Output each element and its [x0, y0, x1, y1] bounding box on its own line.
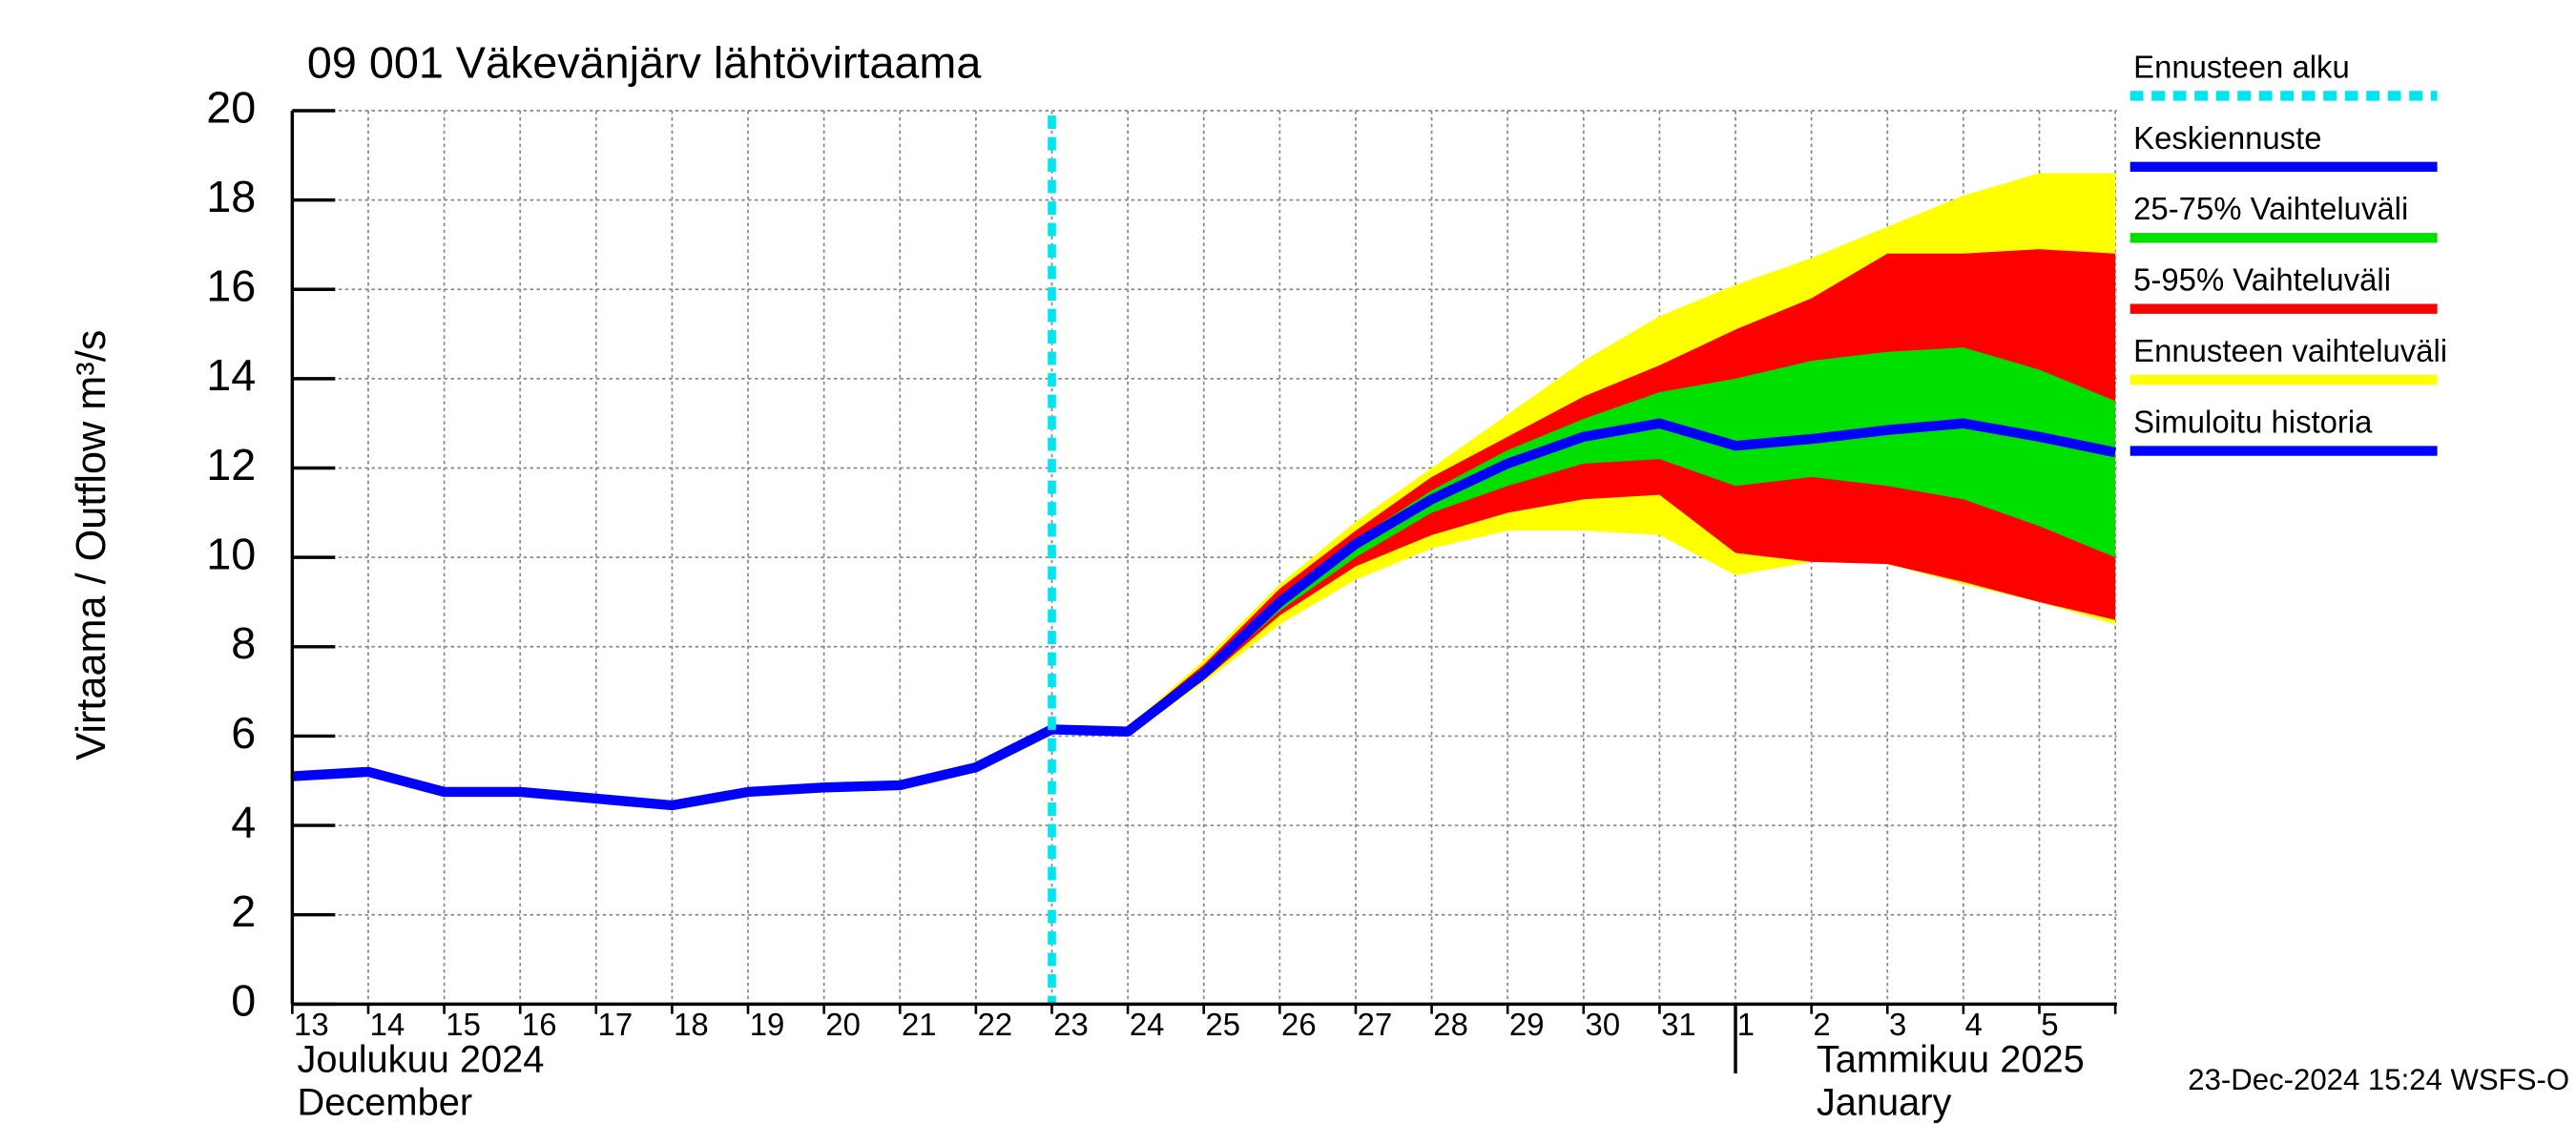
month-label: Joulukuu 2024 [298, 1038, 545, 1080]
band [1051, 347, 2116, 735]
x-tick-label: 29 [1509, 1007, 1545, 1042]
x-tick-label: 1 [1737, 1007, 1755, 1042]
month-label: January [1817, 1081, 1952, 1123]
y-tick-label: 18 [206, 172, 256, 221]
x-tick-label: 15 [446, 1007, 481, 1042]
y-tick-label: 8 [231, 618, 256, 668]
y-axis-label: Virtaama / Outflow m³/s [69, 330, 114, 760]
x-tick-label: 22 [978, 1007, 1013, 1042]
x-tick-label: 13 [294, 1007, 329, 1042]
x-tick-label: 26 [1281, 1007, 1317, 1042]
legend-label: Ennusteen alku [2133, 49, 2350, 84]
month-label: Tammikuu 2025 [1817, 1038, 2085, 1080]
x-tick-label: 16 [522, 1007, 557, 1042]
footer: 23-Dec-2024 15:24 WSFS-O [2188, 1063, 2569, 1096]
chart-title: 09 001 Väkevänjärv lähtövirtaama [307, 38, 981, 88]
x-tick-label: 30 [1586, 1007, 1621, 1042]
x-tick-label: 20 [825, 1007, 861, 1042]
legend-label: 5-95% Vaihteluväli [2133, 262, 2391, 298]
x-tick-label: 19 [750, 1007, 785, 1042]
y-tick-label: 6 [231, 708, 256, 758]
y-tick-label: 0 [231, 976, 256, 1026]
x-tick-label: 3 [1889, 1007, 1906, 1042]
y-tick-label: 12 [206, 440, 256, 489]
y-tick-label: 10 [206, 530, 256, 579]
y-tick-label: 4 [231, 797, 256, 846]
x-tick-label: 24 [1130, 1007, 1165, 1042]
x-tick-label: 23 [1053, 1007, 1089, 1042]
x-tick-label: 2 [1813, 1007, 1830, 1042]
x-tick-label: 31 [1661, 1007, 1696, 1042]
x-tick-label: 4 [1965, 1007, 1983, 1042]
x-tick-label: 14 [370, 1007, 405, 1042]
y-tick-label: 20 [206, 82, 256, 132]
x-tick-label: 21 [902, 1007, 937, 1042]
legend-label: Simuloitu historia [2133, 405, 2373, 440]
y-tick-label: 16 [206, 261, 256, 311]
y-tick-label: 2 [231, 886, 256, 936]
x-tick-label: 18 [674, 1007, 709, 1042]
legend-label: Keskiennuste [2133, 120, 2321, 156]
legend-label: Ennusteen vaihteluväli [2133, 333, 2447, 368]
x-tick-label: 27 [1358, 1007, 1393, 1042]
x-tick-label: 5 [2041, 1007, 2058, 1042]
month-label: December [298, 1081, 473, 1123]
legend-label: 25-75% Vaihteluväli [2133, 191, 2408, 226]
y-tick-label: 14 [206, 350, 256, 400]
x-tick-label: 17 [598, 1007, 634, 1042]
line [1051, 418, 2117, 737]
line [292, 724, 1054, 811]
x-tick-label: 28 [1433, 1007, 1468, 1042]
legend: Ennusteen alku Keskiennuste 25-75% Vaihtel… [2129, 49, 2447, 456]
x-tick-label: 25 [1205, 1007, 1240, 1042]
